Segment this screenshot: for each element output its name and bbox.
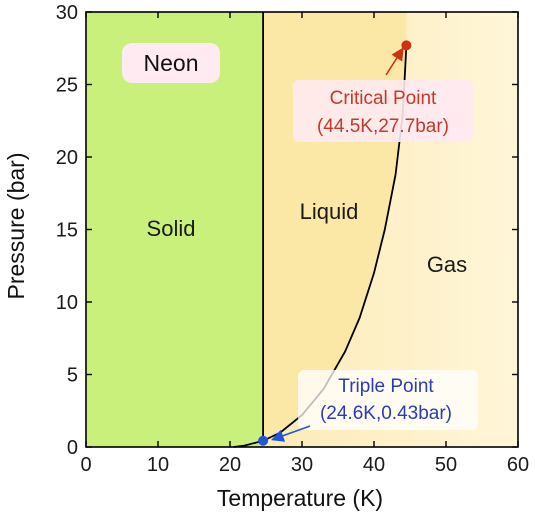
y-tick-label: 10 [56,292,78,314]
y-tick-label: 25 [56,75,78,97]
y-axis-ticks: 0 5 10 15 20 25 30 [56,2,518,459]
x-tick-label: 30 [291,454,313,476]
solid-region [86,12,264,447]
y-tick-label: 0 [67,437,78,459]
x-axis-ticks: 0 10 20 30 40 50 60 [80,12,529,476]
triple-point-arrow [270,425,311,442]
critical-point-annotation-line2: (44.5K,27.7bar) [317,116,449,137]
triple-point-marker [258,435,269,446]
x-tick-label: 40 [363,454,385,476]
x-tick-label: 0 [80,454,91,476]
triple-point-annotation-box [298,370,478,430]
y-tick-label: 15 [56,220,78,242]
critical-point-marker [401,40,412,51]
x-axis-title: Temperature (K) [217,485,383,511]
y-axis-title: Pressure (bar) [3,153,29,300]
x-tick-label: 20 [219,454,241,476]
region-label-solid: Solid [147,216,196,241]
points-group [258,40,412,446]
region-label-gas: Gas [427,252,467,277]
y-tick-label: 30 [56,2,78,24]
x-tick-label: 10 [147,454,169,476]
critical-point-annotation-line1: Critical Point [330,88,437,109]
critical-point-annotation-box [293,80,473,142]
title-box [122,43,220,83]
critical-point-arrow [385,47,404,76]
x-tick-label: 50 [435,454,457,476]
y-tick-label: 20 [56,147,78,169]
y-tick-label: 5 [67,365,78,387]
x-tick-label: 60 [507,454,529,476]
triple-point-annotation-line1: Triple Point [338,376,434,397]
triple-point-annotation-line2: (24.6K,0.43bar) [320,403,452,424]
region-label-liquid: Liquid [300,199,359,224]
chart-title: Neon [144,50,199,76]
